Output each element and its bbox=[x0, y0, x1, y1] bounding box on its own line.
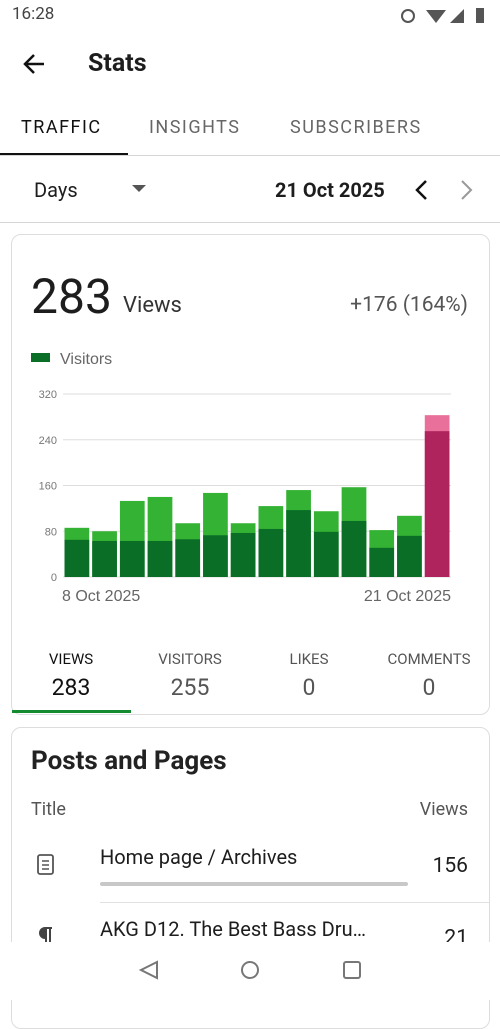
y-tick-label: 320 bbox=[39, 389, 57, 401]
bar bbox=[369, 547, 395, 577]
summary-change: +176 (164%) bbox=[350, 293, 468, 317]
post-title[interactable]: Home page / Archives bbox=[100, 845, 298, 869]
period-date: 21 Oct 2025 bbox=[275, 178, 385, 202]
stat-tab-value: 283 bbox=[51, 674, 91, 701]
section-title: Posts and Pages bbox=[31, 746, 227, 776]
divider bbox=[0, 155, 500, 156]
bar bbox=[313, 531, 339, 577]
column-header: Title bbox=[31, 799, 66, 820]
dropdown-icon bbox=[132, 185, 146, 192]
y-tick-label: 80 bbox=[45, 526, 57, 538]
period-nav[interactable] bbox=[412, 179, 477, 201]
stats-card bbox=[11, 234, 490, 715]
nav-buttons[interactable] bbox=[0, 942, 500, 1000]
page-icon bbox=[37, 854, 54, 875]
stat-tab-label[interactable]: COMMENTS bbox=[387, 650, 471, 668]
bar bbox=[175, 539, 201, 577]
row-divider bbox=[100, 902, 489, 903]
post-title[interactable]: AKG D12. The Best Bass Dru… bbox=[100, 917, 366, 941]
legend-label: Visitors bbox=[60, 351, 112, 368]
back-button[interactable] bbox=[22, 52, 48, 76]
period-select[interactable]: Days bbox=[34, 178, 78, 202]
column-header: Views bbox=[419, 799, 468, 820]
stat-tab-value: 0 bbox=[302, 674, 316, 701]
screen: 16:28 Stats TRAFFIC INSIGHTS SUBSCRIBERS… bbox=[0, 4, 500, 1029]
bar bbox=[64, 539, 90, 577]
stat-tab-label[interactable]: LIKES bbox=[289, 650, 329, 668]
nav-bar bbox=[0, 942, 500, 1000]
post-icon bbox=[39, 926, 52, 944]
tab[interactable]: INSIGHTS bbox=[149, 117, 241, 138]
bar bbox=[424, 431, 450, 577]
bar bbox=[203, 535, 228, 577]
stat-tab-label[interactable]: VIEWS bbox=[48, 650, 94, 668]
bar bbox=[230, 532, 256, 577]
post-views: 156 bbox=[432, 854, 468, 878]
status-time: 16:28 bbox=[12, 4, 55, 24]
x-tick-label: 21 Oct 2025 bbox=[364, 588, 451, 605]
summary-value: 283 bbox=[31, 268, 112, 325]
stat-tab-indicator bbox=[12, 710, 131, 713]
stat-tab-value: 0 bbox=[422, 674, 436, 701]
y-tick-label: 240 bbox=[39, 435, 57, 447]
tab[interactable]: TRAFFIC bbox=[21, 117, 102, 138]
bar bbox=[258, 528, 284, 577]
chart: 0 80 160 240 320 Visitors 8 Oct 2025 21 Oct 202… bbox=[31, 351, 451, 605]
legend-swatch bbox=[31, 353, 50, 362]
x-tick-label: 8 Oct 2025 bbox=[62, 588, 140, 605]
summary-label: Views bbox=[123, 293, 182, 318]
divider bbox=[0, 222, 500, 223]
stat-tab-label[interactable]: VISITORS bbox=[158, 650, 222, 668]
y-tick-label: 160 bbox=[39, 481, 57, 493]
bar bbox=[147, 540, 173, 577]
bar bbox=[119, 540, 145, 577]
bar bbox=[92, 540, 117, 577]
views-bar bbox=[100, 882, 408, 886]
tab[interactable]: SUBSCRIBERS bbox=[290, 117, 422, 138]
tab-indicator bbox=[0, 153, 128, 155]
status-icons bbox=[401, 8, 484, 23]
page-title: Stats bbox=[88, 49, 147, 78]
y-tick-label: 0 bbox=[51, 572, 57, 584]
bar bbox=[286, 510, 311, 577]
stat-tab-value: 255 bbox=[170, 674, 210, 701]
bar bbox=[341, 520, 367, 577]
bar bbox=[397, 535, 422, 577]
